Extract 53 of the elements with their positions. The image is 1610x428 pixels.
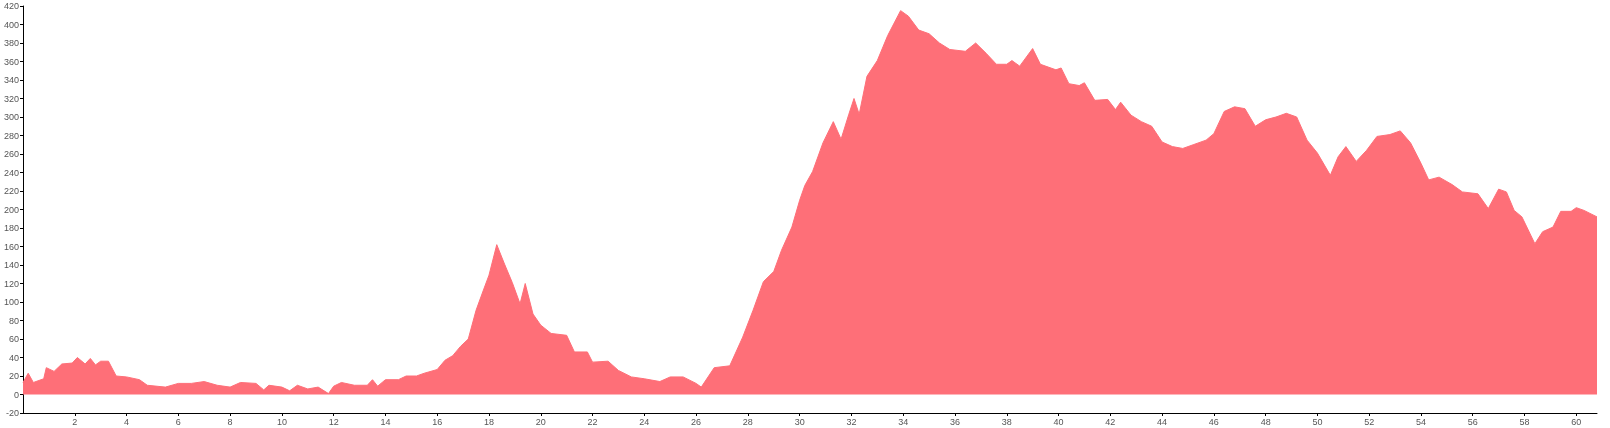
y-tick-label: -20 xyxy=(5,408,19,418)
x-tick-label: 42 xyxy=(1105,416,1116,427)
x-tick-label: 14 xyxy=(380,416,391,427)
y-tick-label: 320 xyxy=(3,93,19,104)
x-tick-label: 34 xyxy=(898,416,909,427)
x-tick-label: 44 xyxy=(1157,416,1168,427)
x-tick-label: 18 xyxy=(483,416,494,427)
x-tick-label: 12 xyxy=(328,416,339,427)
x-tick-label: 26 xyxy=(691,416,702,427)
x-tick-label: 56 xyxy=(1467,416,1478,427)
y-tick-label: 240 xyxy=(3,167,19,178)
x-tick-label: 36 xyxy=(949,416,960,427)
y-tick-label: 180 xyxy=(3,223,19,233)
y-tick-label: 380 xyxy=(3,38,19,48)
x-tick-label: 58 xyxy=(1519,416,1530,427)
y-tick-label: 100 xyxy=(3,297,19,307)
x-tick-label: 60 xyxy=(1571,416,1582,427)
y-tick-label: 80 xyxy=(8,315,19,326)
y-tick-label: 300 xyxy=(3,112,19,122)
x-tick-label: 20 xyxy=(535,416,546,427)
x-tick-label: 28 xyxy=(742,416,753,427)
x-tick-label: 52 xyxy=(1364,416,1375,427)
y-tick-label: 0 xyxy=(13,389,19,400)
y-tick-label: 40 xyxy=(8,352,19,363)
x-tick-label: 8 xyxy=(227,416,233,427)
x-tick-label: 2 xyxy=(72,416,78,427)
x-tick-label: 40 xyxy=(1053,416,1064,427)
y-tick-label: 280 xyxy=(3,130,19,141)
y-tick-label: 200 xyxy=(3,204,19,215)
y-tick-label: 360 xyxy=(3,56,19,67)
y-tick-label: 340 xyxy=(3,75,19,85)
x-tick-label: 46 xyxy=(1208,416,1219,427)
x-tick-label: 50 xyxy=(1312,416,1323,427)
x-tick-label: 48 xyxy=(1260,416,1271,427)
x-tick-label: 6 xyxy=(175,416,181,427)
y-tick-label: 400 xyxy=(3,19,19,30)
x-tick-label: 16 xyxy=(432,416,443,427)
x-tick-label: 32 xyxy=(846,416,857,427)
y-tick-label: 120 xyxy=(3,278,19,289)
x-tick-label: 54 xyxy=(1415,416,1426,427)
y-tick-label: 20 xyxy=(8,371,19,381)
y-tick-label: 60 xyxy=(8,334,19,344)
y-tick-label: 220 xyxy=(3,186,19,196)
y-tick-label: 260 xyxy=(3,149,19,159)
x-tick-label: 38 xyxy=(1001,416,1012,427)
x-tick-label: 4 xyxy=(124,416,130,427)
x-tick-label: 22 xyxy=(587,416,598,427)
x-tick-label: 10 xyxy=(276,416,287,427)
x-tick-label: 24 xyxy=(639,416,650,427)
y-tick-label: 420 xyxy=(3,1,19,11)
y-tick-label: 160 xyxy=(3,241,19,252)
x-tick-label: 30 xyxy=(794,416,805,427)
y-tick-label: 140 xyxy=(3,260,19,270)
